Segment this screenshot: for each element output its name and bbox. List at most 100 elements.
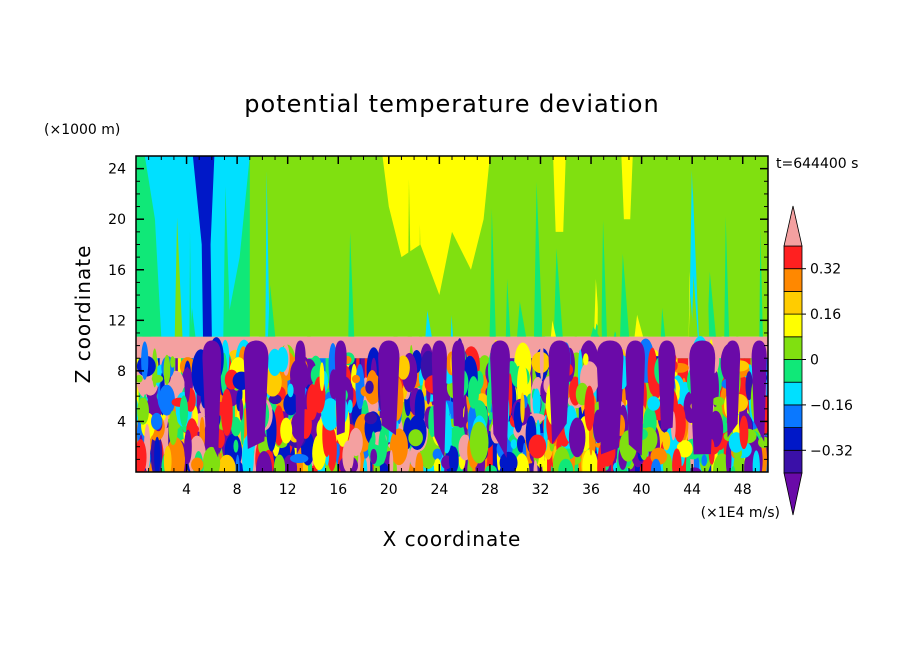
turbulent-cell bbox=[158, 384, 175, 416]
turbulent-cell bbox=[510, 439, 517, 449]
turbulent-cell bbox=[202, 446, 221, 472]
upper-filament bbox=[393, 273, 398, 337]
convective-plume bbox=[490, 340, 510, 459]
upper-filament bbox=[597, 213, 602, 337]
convective-plume bbox=[334, 340, 347, 436]
y-tick-label: 24 bbox=[108, 162, 126, 178]
turbulent-cell bbox=[731, 466, 736, 472]
colorbar-segment bbox=[783, 381, 803, 406]
colorbar-segment bbox=[783, 449, 803, 474]
turbulent-cell bbox=[432, 448, 443, 461]
turbulent-cell bbox=[514, 453, 530, 472]
upper-cold-streak bbox=[192, 156, 215, 337]
turbulent-cell bbox=[712, 396, 725, 407]
turbulent-cell bbox=[584, 385, 595, 432]
turbulent-cell bbox=[321, 398, 340, 431]
turbulent-cell bbox=[351, 374, 361, 384]
convective-plume bbox=[548, 340, 571, 445]
time-label: t=644400 s bbox=[776, 156, 858, 172]
turbulent-cell bbox=[280, 417, 293, 444]
convective-stripe bbox=[409, 358, 415, 472]
x-tick-label: 16 bbox=[329, 482, 347, 498]
upper-filament bbox=[215, 332, 222, 337]
turbulent-cell bbox=[289, 453, 309, 464]
colorbar: 0.32 0.16 0 −0.16 −0.32 bbox=[783, 205, 853, 516]
upper-filament bbox=[707, 271, 716, 337]
upper-filament bbox=[348, 232, 355, 337]
turbulent-cell bbox=[650, 458, 662, 472]
turbulent-cell bbox=[499, 451, 518, 472]
y-axis: 4 8 12 16 20 24 bbox=[108, 162, 768, 460]
upper-filament bbox=[609, 220, 616, 337]
turbulent-cell bbox=[141, 341, 149, 380]
colorbar-label: 0.32 bbox=[810, 262, 841, 278]
y-tick-label: 8 bbox=[117, 364, 126, 380]
turbulent-cell bbox=[370, 448, 378, 465]
colorbar-extend-high bbox=[783, 205, 803, 247]
turbulent-cell bbox=[221, 388, 233, 437]
turbulent-cell bbox=[676, 440, 693, 458]
turbulent-cell bbox=[396, 355, 410, 380]
colorbar-segment bbox=[783, 427, 803, 451]
turbulent-cell bbox=[371, 431, 376, 447]
turbulent-cell bbox=[532, 388, 541, 418]
turbulent-cell bbox=[752, 450, 760, 472]
turbulent-cell bbox=[363, 458, 368, 472]
x-tick-label: 32 bbox=[532, 482, 550, 498]
turbulent-cell bbox=[287, 383, 294, 398]
x-axis: 4 8 12 16 20 24 28 32 36 40 44 48 bbox=[148, 156, 756, 498]
turbulent-cell bbox=[154, 436, 161, 472]
convective-plume bbox=[725, 340, 741, 438]
turbulent-cell bbox=[191, 457, 204, 472]
turbulent-cell bbox=[758, 436, 768, 449]
turbulent-cell bbox=[389, 449, 394, 472]
upper-filament bbox=[634, 314, 644, 337]
turbulent-cell bbox=[233, 439, 239, 453]
x-tick-label: 4 bbox=[182, 482, 191, 498]
turbulent-cell bbox=[319, 362, 325, 392]
turbulent-cell bbox=[273, 454, 286, 472]
colorbar-segment bbox=[783, 313, 803, 338]
turbulent-cell bbox=[150, 412, 163, 430]
colorbar-label: 0.16 bbox=[810, 307, 841, 323]
turbulent-cell bbox=[263, 367, 282, 397]
upper-filament bbox=[505, 278, 511, 337]
convective-plume bbox=[596, 340, 624, 455]
turbulent-cell bbox=[179, 395, 189, 428]
turbulent-cell bbox=[539, 341, 544, 381]
upper-filament bbox=[724, 216, 730, 337]
x-tick-label: 20 bbox=[380, 482, 398, 498]
colorbar-label: −0.32 bbox=[810, 443, 853, 459]
convective-stripe bbox=[461, 358, 469, 472]
upper-filament bbox=[142, 285, 152, 337]
upper-filament bbox=[265, 171, 270, 337]
upper-filament bbox=[223, 186, 231, 337]
upper-filament bbox=[425, 310, 432, 337]
turbulent-cell bbox=[283, 392, 299, 416]
convective-plume bbox=[202, 340, 222, 458]
upper-cold-region bbox=[144, 156, 250, 337]
upper-filament bbox=[418, 224, 423, 337]
colorbar-segment bbox=[783, 359, 803, 383]
turbulent-cell bbox=[217, 454, 237, 472]
upper-filament bbox=[517, 301, 527, 337]
turbulent-cell bbox=[528, 434, 547, 459]
convective-stripe bbox=[230, 358, 236, 472]
turbulent-cell bbox=[239, 398, 244, 421]
colorbar-segment bbox=[783, 336, 803, 360]
chart-title: potential temperature deviation bbox=[244, 90, 659, 118]
turbulent-cell bbox=[136, 439, 147, 472]
upper-warm-streak bbox=[621, 156, 633, 220]
upper-filament bbox=[407, 178, 412, 337]
turbulent-cell bbox=[230, 416, 242, 437]
upper-filament bbox=[660, 307, 666, 337]
turbulent-cell bbox=[347, 399, 353, 414]
turbulent-cell bbox=[170, 356, 175, 368]
heatmap-field bbox=[136, 156, 768, 472]
turbulent-cell bbox=[725, 441, 732, 472]
turbulent-cell bbox=[520, 392, 525, 423]
turbulent-cell bbox=[558, 458, 574, 472]
upper-filament bbox=[192, 319, 195, 337]
upper-filament bbox=[736, 207, 739, 337]
turbulent-cell bbox=[745, 371, 753, 401]
